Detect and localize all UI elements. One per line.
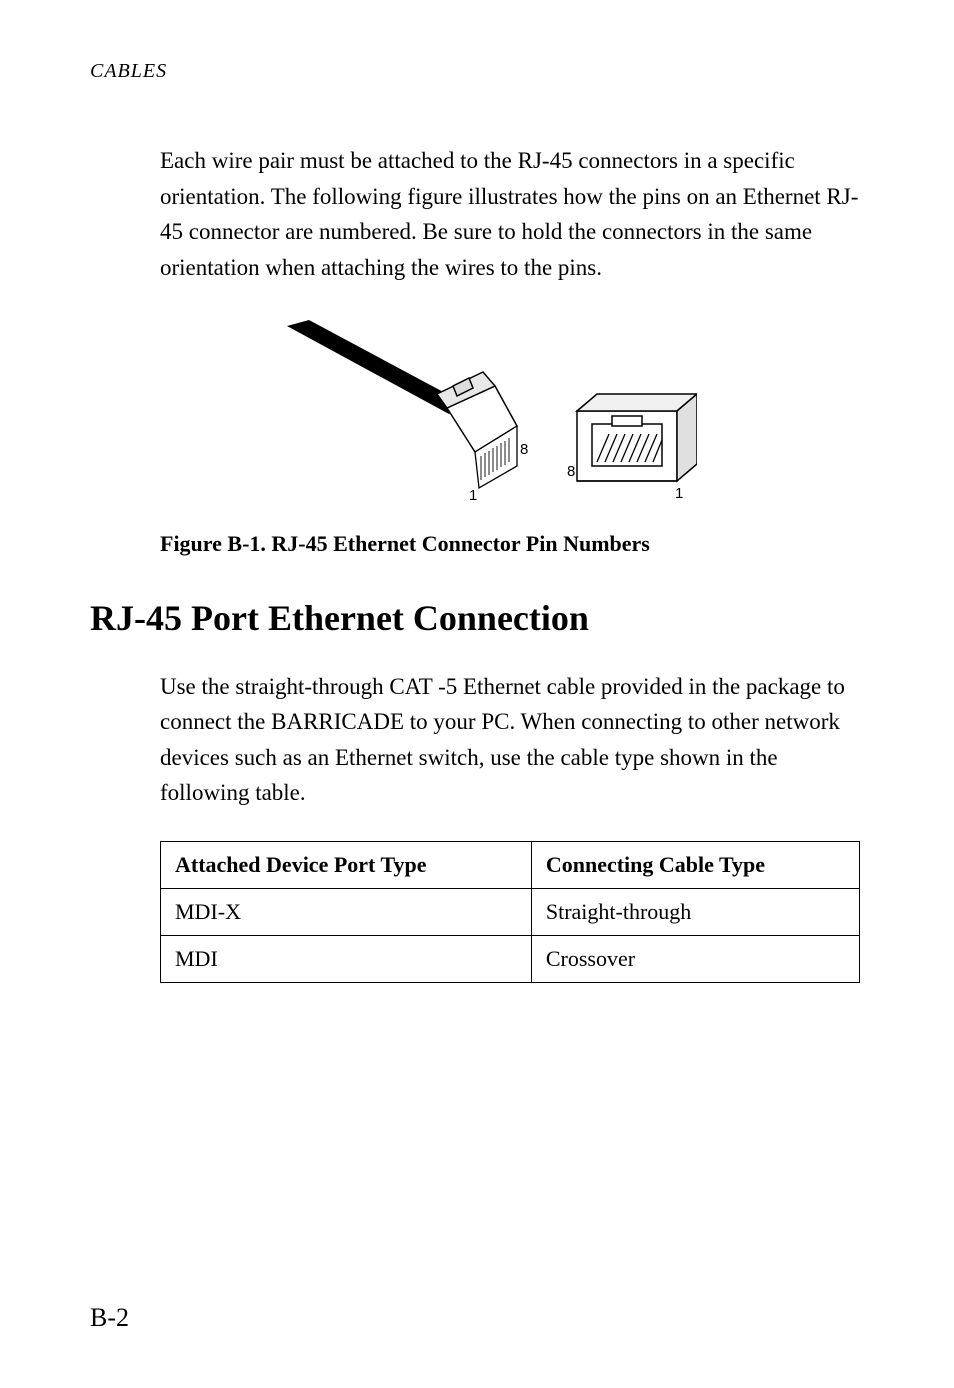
section-heading: RJ-45 Port Ethernet Connection [90, 597, 864, 639]
label-left-1: 1 [469, 487, 477, 504]
cell: Crossover [531, 936, 859, 983]
figure-b1: 1 8 8 1 [90, 316, 864, 511]
cell: Straight-through [531, 889, 859, 936]
cable-type-table: Attached Device Port Type Connecting Cab… [160, 841, 860, 983]
col-header-0: Attached Device Port Type [161, 842, 532, 889]
label-right-8: 8 [567, 463, 575, 480]
table-row: MDI-X Straight-through [161, 889, 860, 936]
figure-caption: Figure B-1. RJ-45 Ethernet Connector Pin… [160, 531, 864, 557]
cell: MDI-X [161, 889, 532, 936]
rj45-diagram: 1 8 8 1 [257, 316, 697, 506]
running-header: CABLES [90, 60, 864, 83]
cell: MDI [161, 936, 532, 983]
label-right-1: 1 [675, 485, 683, 502]
col-header-1: Connecting Cable Type [531, 842, 859, 889]
header-text: CABLES [90, 60, 167, 82]
table-row: MDI Crossover [161, 936, 860, 983]
section-intro: Use the straight-through CAT -5 Ethernet… [160, 669, 864, 812]
page-number: B-2 [90, 1303, 129, 1333]
table-header-row: Attached Device Port Type Connecting Cab… [161, 842, 860, 889]
intro-paragraph: Each wire pair must be attached to the R… [160, 143, 864, 286]
label-left-8: 8 [520, 441, 528, 458]
